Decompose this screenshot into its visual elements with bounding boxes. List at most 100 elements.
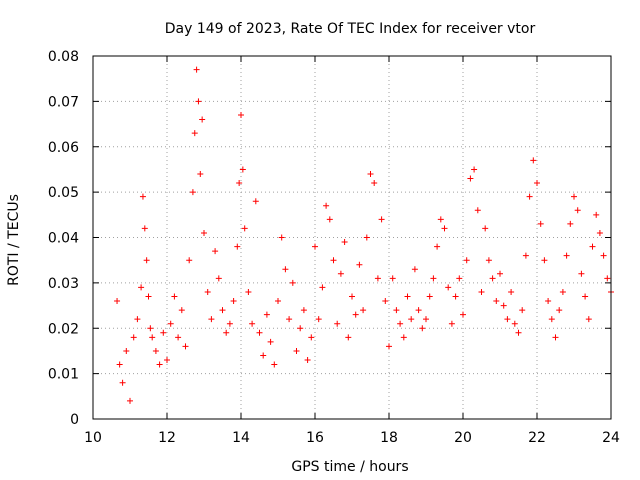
data-point bbox=[356, 261, 363, 268]
data-point bbox=[434, 243, 441, 250]
y-tick-label: 0.05 bbox=[48, 185, 79, 201]
data-point bbox=[430, 275, 437, 282]
data-point bbox=[456, 275, 463, 282]
chart-title: Day 149 of 2023, Rate Of TEC Index for r… bbox=[165, 21, 536, 37]
data-point bbox=[308, 334, 315, 341]
data-point bbox=[374, 275, 381, 282]
data-point bbox=[189, 189, 196, 196]
data-point bbox=[360, 307, 367, 314]
data-point bbox=[393, 307, 400, 314]
data-point bbox=[519, 307, 526, 314]
data-point bbox=[589, 243, 596, 250]
data-point bbox=[604, 275, 611, 282]
data-point bbox=[201, 229, 207, 236]
plot-frame bbox=[92, 55, 612, 420]
data-point bbox=[367, 170, 374, 177]
x-tick-label: 14 bbox=[232, 430, 250, 446]
data-point bbox=[563, 252, 570, 259]
data-point bbox=[404, 293, 411, 300]
y-tick-label: 0.01 bbox=[48, 367, 79, 383]
data-point bbox=[337, 270, 344, 277]
data-point bbox=[452, 293, 459, 300]
data-point bbox=[319, 284, 326, 291]
data-point bbox=[334, 320, 341, 327]
data-point bbox=[134, 316, 141, 323]
data-point bbox=[282, 266, 289, 273]
x-tick-label: 12 bbox=[158, 430, 176, 446]
x-tick-label: 16 bbox=[306, 430, 324, 446]
data-point bbox=[515, 329, 522, 336]
data-point bbox=[545, 298, 552, 305]
data-point bbox=[275, 298, 281, 305]
y-tick-label: 0.03 bbox=[48, 276, 79, 292]
data-point bbox=[156, 361, 163, 368]
data-point bbox=[236, 180, 243, 187]
data-point bbox=[567, 220, 574, 227]
data-point bbox=[230, 298, 237, 305]
data-point bbox=[467, 175, 474, 182]
data-point bbox=[249, 320, 256, 327]
data-point bbox=[182, 343, 189, 350]
data-point bbox=[482, 225, 489, 232]
data-point bbox=[600, 252, 607, 259]
data-point bbox=[223, 329, 230, 336]
data-point bbox=[175, 334, 182, 341]
data-point bbox=[123, 347, 130, 354]
data-point bbox=[193, 66, 200, 73]
data-point bbox=[548, 316, 555, 323]
data-point bbox=[489, 275, 496, 282]
data-point bbox=[191, 130, 198, 137]
data-point bbox=[485, 257, 492, 264]
x-tick-label: 22 bbox=[528, 430, 546, 446]
x-axis-label: GPS time / hours bbox=[291, 459, 408, 475]
data-point bbox=[178, 307, 185, 314]
data-point bbox=[497, 270, 503, 277]
data-point bbox=[149, 334, 156, 341]
data-point bbox=[382, 298, 389, 305]
data-point bbox=[371, 180, 378, 187]
data-point bbox=[571, 193, 577, 200]
data-point bbox=[460, 311, 466, 318]
data-point bbox=[445, 284, 452, 291]
data-point bbox=[260, 352, 267, 359]
data-point bbox=[289, 279, 296, 286]
data-point bbox=[116, 361, 123, 368]
data-point bbox=[219, 307, 226, 314]
data-point bbox=[304, 357, 311, 364]
data-point bbox=[378, 216, 385, 223]
axis-ticks: 10 12 14 16 18 20 22 24 0 0.01 0.02 0.03 0.04 0.05 0.0… bbox=[48, 49, 620, 446]
data-point bbox=[471, 166, 478, 173]
data-point bbox=[212, 248, 219, 255]
data-point bbox=[426, 293, 433, 300]
data-point bbox=[139, 193, 146, 200]
data-point bbox=[171, 293, 178, 300]
data-point bbox=[215, 275, 222, 282]
data-point bbox=[397, 320, 404, 327]
data-point bbox=[574, 207, 581, 214]
data-point bbox=[349, 293, 355, 300]
data-point bbox=[160, 329, 167, 336]
data-point bbox=[541, 257, 548, 264]
data-point bbox=[537, 220, 544, 227]
data-point bbox=[400, 334, 407, 341]
data-point bbox=[559, 288, 566, 295]
data-point bbox=[239, 166, 246, 173]
x-tick-label: 24 bbox=[602, 430, 620, 446]
x-tick-label: 20 bbox=[454, 430, 472, 446]
data-point bbox=[526, 193, 533, 200]
data-point bbox=[389, 275, 396, 282]
data-point bbox=[522, 252, 529, 259]
data-point bbox=[271, 361, 278, 368]
data-point bbox=[167, 320, 174, 327]
data-point bbox=[263, 311, 270, 318]
data-point bbox=[152, 347, 159, 354]
y-tick-label: 0.08 bbox=[48, 49, 79, 65]
data-point bbox=[278, 234, 285, 241]
data-point bbox=[408, 316, 415, 323]
data-point bbox=[186, 257, 193, 264]
x-tick-label: 18 bbox=[380, 430, 398, 446]
data-point bbox=[286, 316, 293, 323]
data-point bbox=[143, 257, 150, 264]
data-point bbox=[252, 198, 259, 205]
